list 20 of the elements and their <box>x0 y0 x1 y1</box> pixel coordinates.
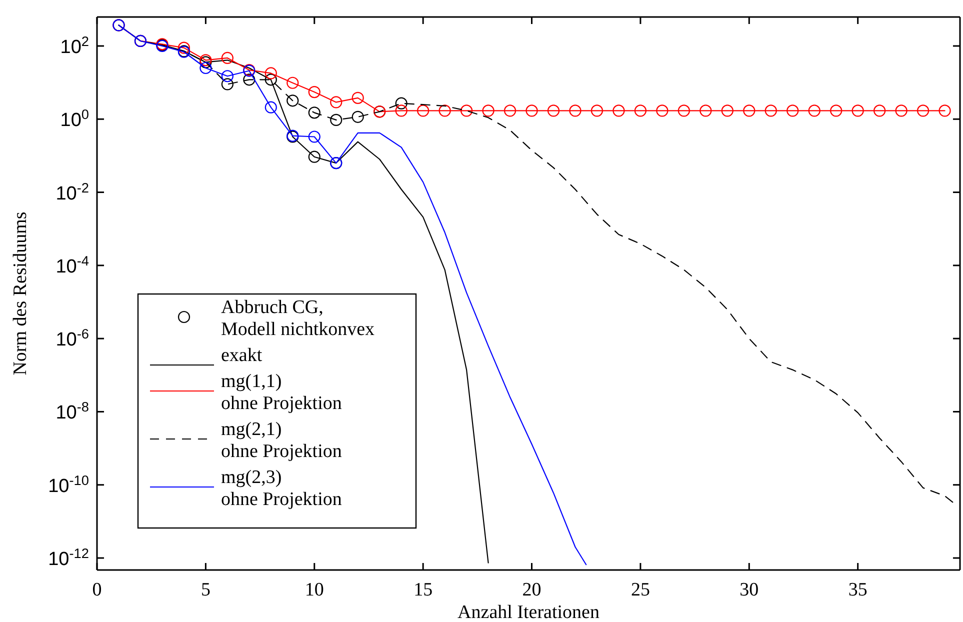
y-tick-label: 10$^{0}$ <box>60 106 90 132</box>
y-tick-label: 10$^{2}$ <box>60 33 89 58</box>
x-tick-label: 30 <box>740 579 759 600</box>
y-tick-label: 10$^{-8}$ <box>56 399 90 424</box>
legend-label: exakt <box>221 345 263 366</box>
x-tick-label: 10 <box>304 579 324 600</box>
x-tick-label: 25 <box>630 579 650 600</box>
x-tick-label: 20 <box>522 579 542 600</box>
x-tick-label: 0 <box>92 579 102 600</box>
x-tick-label: 5 <box>200 579 210 600</box>
y-tick-label: 10$^{-10}$ <box>48 472 90 497</box>
y-tick-label: 10$^{-4}$ <box>56 252 90 278</box>
legend-label: mg(2,3) ohne Projektion <box>221 467 342 510</box>
y-tick-label: 10$^{-12}$ <box>48 546 89 570</box>
y-tick-label: 10$^{-2}$ <box>56 180 89 204</box>
x-tick-label: 35 <box>848 579 868 600</box>
y-axis-title: Norm des Residuums <box>10 212 31 376</box>
x-tick-label: 15 <box>414 579 433 600</box>
y-tick-label: 10$^{-6}$ <box>56 326 89 351</box>
x-axis-title: Anzahl Iterationen <box>458 602 600 622</box>
